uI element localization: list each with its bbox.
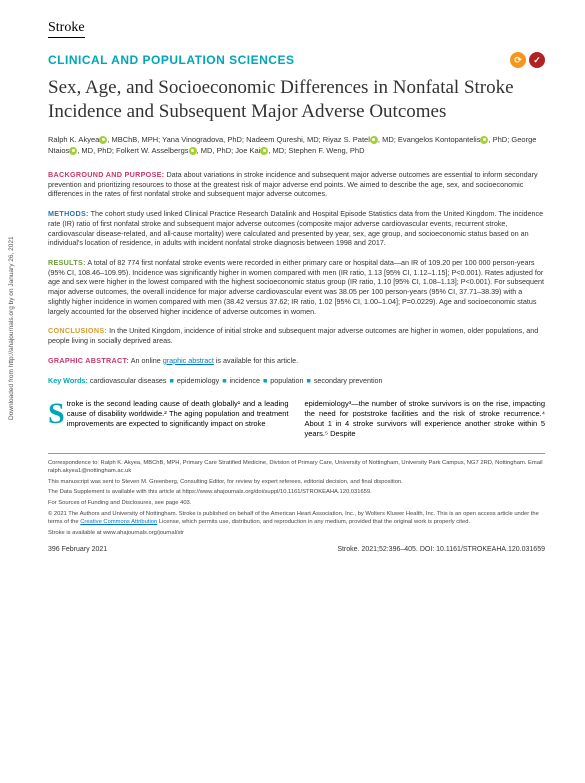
footer-copyright: © 2021 The Authors and University of Not…	[48, 511, 545, 527]
orcid-icon	[99, 136, 107, 144]
page-footer: 396 February 2021 Stroke. 2021;52:396–40…	[48, 546, 545, 553]
footer-availability: Stroke is available at www.ahajournals.o…	[48, 530, 545, 538]
footer-funding: For Sources of Funding and Disclosures, …	[48, 500, 545, 508]
graphic-prefix: An online	[131, 356, 163, 365]
orcid-icon	[370, 136, 378, 144]
body-col1-text: troke is the second leading cause of dea…	[67, 399, 289, 428]
abstract-conclusions: CONCLUSIONS: In the United Kingdom, inci…	[48, 326, 545, 345]
footer-manuscript: This manuscript was sent to Steven M. Gr…	[48, 479, 545, 487]
access-badge-icon: ⟳	[510, 52, 526, 68]
author-list: Ralph K. Akyea, MBChB, MPH; Yana Vinogra…	[48, 134, 545, 157]
footer-correspondence: Correspondence to: Ralph K. Akyea, MBChB…	[48, 460, 545, 476]
journal-name: Stroke	[48, 20, 85, 38]
graphic-abstract-link[interactable]: graphic abstract	[163, 356, 214, 365]
keyword-separator-icon: ■	[263, 376, 267, 385]
abstract-graphic: GRAPHIC ABSTRACT: An online graphic abst…	[48, 356, 545, 366]
cc-link[interactable]: Creative Commons Attribution	[80, 519, 157, 525]
citation: Stroke. 2021;52:396–405. DOI: 10.1161/ST…	[337, 546, 545, 553]
abstract-results: RESULTS: A total of 82 774 first nonfata…	[48, 258, 545, 316]
keywords-label: Key Words:	[48, 376, 90, 385]
keyword-separator-icon: ■	[306, 376, 310, 385]
text-results: A total of 82 774 first nonfatal stroke …	[48, 258, 544, 316]
body-col-1: Stroke is the second leading cause of de…	[48, 399, 289, 440]
text-conclusions: In the United Kingdom, incidence of init…	[48, 326, 538, 345]
download-note: Downloaded from http://ahajournals.org b…	[8, 236, 15, 420]
keyword-separator-icon: ■	[222, 376, 226, 385]
keyword-item: secondary prevention	[314, 376, 383, 385]
page-number: 396 February 2021	[48, 546, 107, 553]
orcid-icon	[260, 147, 268, 155]
orcid-icon	[480, 136, 488, 144]
heading-conclusions: CONCLUSIONS:	[48, 326, 107, 335]
section-header: CLINICAL AND POPULATION SCIENCES ⟳✓	[48, 52, 545, 68]
keyword-item: incidence	[230, 376, 260, 385]
section-label: CLINICAL AND POPULATION SCIENCES	[48, 53, 294, 67]
keyword-item: cardiovascular diseases	[90, 376, 167, 385]
heading-methods: METHODS:	[48, 209, 89, 218]
abstract-background: BACKGROUND AND PURPOSE: Data about varia…	[48, 170, 545, 199]
graphic-suffix: is available for this article.	[214, 356, 298, 365]
keyword-item: population	[270, 376, 303, 385]
keyword-separator-icon: ■	[170, 376, 174, 385]
page-content: Stroke CLINICAL AND POPULATION SCIENCES …	[0, 0, 585, 563]
footer-block: Correspondence to: Ralph K. Akyea, MBChB…	[48, 453, 545, 538]
article-title: Sex, Age, and Socioeconomic Differences …	[48, 76, 545, 124]
badges: ⟳✓	[510, 52, 545, 68]
orcid-icon	[69, 147, 77, 155]
text-methods: The cohort study used linked Clinical Pr…	[48, 209, 543, 247]
abstract-methods: METHODS: The cohort study used linked Cl…	[48, 209, 545, 248]
access-badge-icon: ✓	[529, 52, 545, 68]
heading-background: BACKGROUND AND PURPOSE:	[48, 170, 164, 179]
heading-graphic: GRAPHIC ABSTRACT:	[48, 356, 129, 365]
keywords: Key Words: cardiovascular diseases■epide…	[48, 376, 545, 385]
body-columns: Stroke is the second leading cause of de…	[48, 399, 545, 440]
heading-results: RESULTS:	[48, 258, 86, 267]
footer-supplement: The Data Supplement is available with th…	[48, 489, 545, 497]
orcid-icon	[189, 147, 197, 155]
body-col-2: epidemiology³—the number of stroke survi…	[305, 399, 546, 440]
copyright-post: License, which permits use, distribution…	[157, 519, 470, 525]
keyword-item: epidemiology	[177, 376, 219, 385]
dropcap: S	[48, 399, 67, 427]
